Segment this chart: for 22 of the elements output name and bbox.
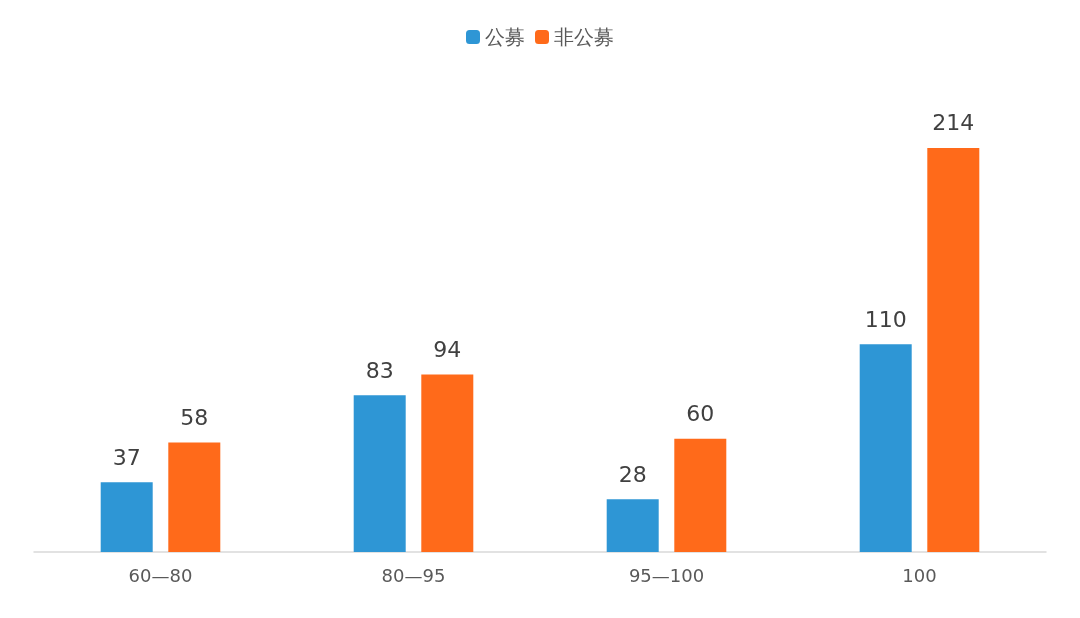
legend-label: 非公募 xyxy=(554,25,614,49)
bar xyxy=(927,147,980,552)
legend-label: 公募 xyxy=(485,25,525,49)
x-tick-label: 95—100 xyxy=(628,564,705,586)
bar xyxy=(168,442,221,552)
data-label: 83 xyxy=(365,357,394,383)
data-label: 214 xyxy=(932,110,975,136)
data-label: 94 xyxy=(433,337,462,363)
bar xyxy=(421,374,474,552)
bar xyxy=(674,438,727,552)
data-label: 37 xyxy=(112,444,141,470)
x-tick-label: 80—95 xyxy=(381,564,446,586)
bar xyxy=(100,482,153,552)
bar xyxy=(859,344,912,552)
data-label: 58 xyxy=(180,405,209,430)
bar xyxy=(606,499,659,552)
data-label: 28 xyxy=(618,461,647,487)
x-tick-label: 100 xyxy=(902,564,937,586)
data-label: 60 xyxy=(686,401,715,427)
data-label: 110 xyxy=(864,306,907,332)
x-tick-label: 60—80 xyxy=(128,564,193,586)
bar xyxy=(353,395,406,552)
